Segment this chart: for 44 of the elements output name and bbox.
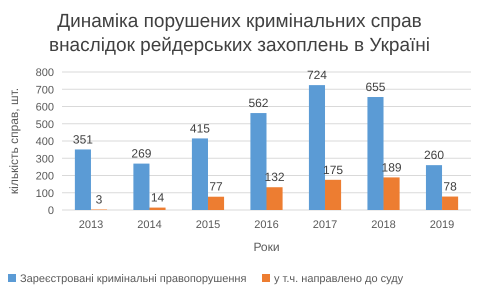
bar <box>325 180 342 210</box>
x-axis-title: Роки <box>253 240 280 254</box>
legend-label: у т.ч. направлено до суду <box>274 273 404 285</box>
x-tick-label: 2019 <box>430 219 454 231</box>
y-tick-label: 200 <box>36 170 54 182</box>
y-tick-label: 100 <box>36 188 54 200</box>
bar <box>250 113 266 210</box>
bar <box>208 196 224 210</box>
data-label: 14 <box>150 190 165 205</box>
y-tick-label: 800 <box>36 67 54 79</box>
data-label: 3 <box>96 192 103 206</box>
y-tick-label: 0 <box>48 205 54 217</box>
bar <box>426 165 442 210</box>
x-tick-label: 2016 <box>254 219 279 231</box>
x-tick-label: 2013 <box>78 219 104 231</box>
y-tick-label: 700 <box>36 84 54 96</box>
y-axis-title: кількість справ, шт. <box>7 88 21 194</box>
data-label: 77 <box>209 180 224 194</box>
bar <box>442 196 458 210</box>
bar <box>367 97 384 210</box>
y-tick-label: 400 <box>36 136 54 148</box>
data-label: 78 <box>443 180 458 194</box>
bar <box>308 85 326 210</box>
x-tick-label: 2014 <box>137 219 162 231</box>
data-label: 260 <box>424 148 444 162</box>
bar <box>74 149 91 210</box>
x-tick-label: 2015 <box>196 219 220 231</box>
bar <box>266 187 283 210</box>
data-label: 269 <box>131 146 152 161</box>
x-tick-label: 2018 <box>371 219 396 231</box>
data-label: 724 <box>306 68 328 82</box>
bar <box>384 177 400 210</box>
chart-title: Динаміка порушених кримінальних справ внаслідок рейдерських захоплень в Україні <box>48 11 430 56</box>
y-tick-label: 300 <box>36 153 54 166</box>
data-label: 415 <box>190 121 210 136</box>
x-tick-label: 2017 <box>312 219 338 231</box>
y-tick-label: 500 <box>36 118 54 131</box>
data-label: 562 <box>248 96 269 110</box>
data-label: 655 <box>365 80 386 94</box>
bar <box>133 164 150 210</box>
legend-label: Зареєстровані кримінальні правопорушення <box>20 273 246 285</box>
y-tick-label: 600 <box>36 102 54 114</box>
bar <box>192 138 208 210</box>
data-label: 351 <box>72 132 94 146</box>
